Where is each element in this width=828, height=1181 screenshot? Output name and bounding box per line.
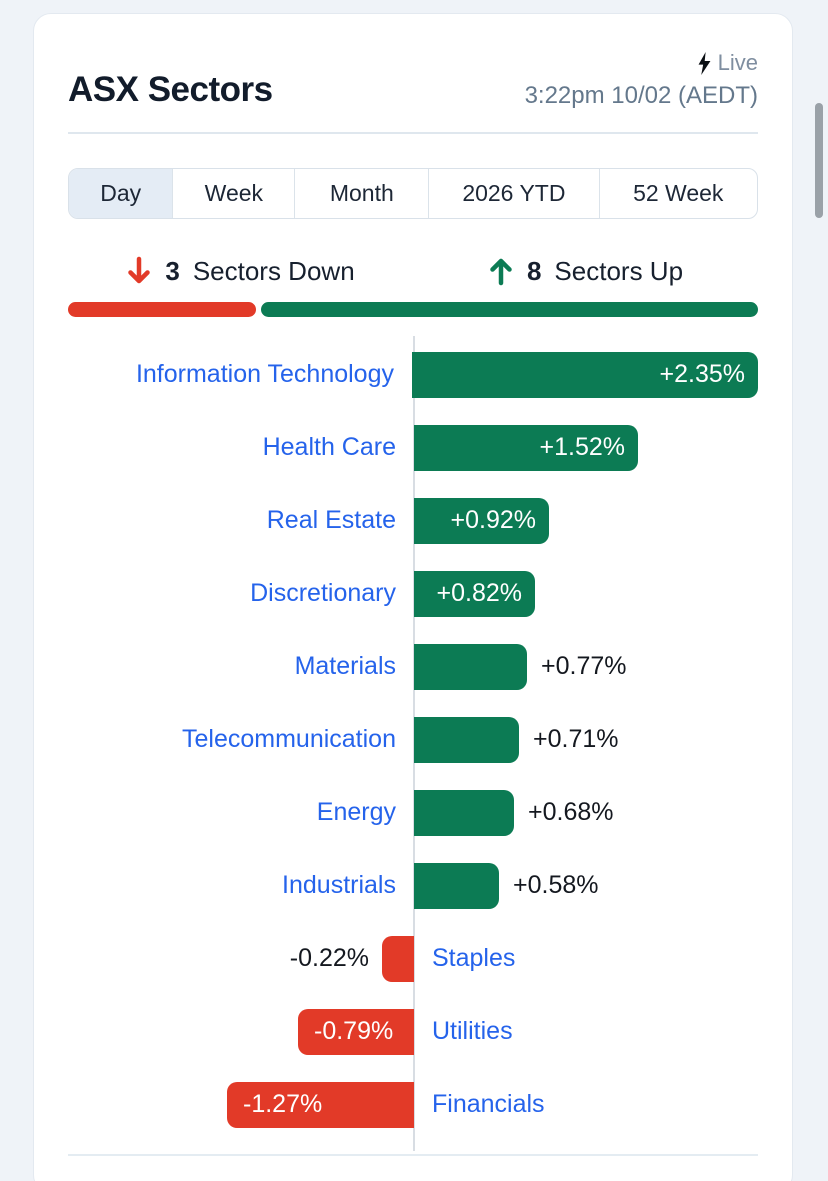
sector-bar-real-estate: +0.92%: [414, 497, 549, 544]
timestamp: 3:22pm 10/02 (AEDT): [524, 82, 758, 109]
chart-row: Health Care +1.52%: [68, 411, 758, 484]
sector-label-financials[interactable]: Financials: [432, 1090, 545, 1118]
tab-2026-ytd[interactable]: 2026 YTD: [428, 169, 598, 218]
sector-value-utilities: -0.79%: [314, 1017, 394, 1045]
up-ratio-segment: [261, 302, 758, 317]
period-tabs: Day Week Month 2026 YTD 52 Week: [68, 168, 758, 219]
down-count: 3: [165, 255, 180, 286]
sector-value-health-care: +1.52%: [539, 433, 626, 461]
sector-label-health-care[interactable]: Health Care: [262, 433, 396, 461]
sector-bar-energy: [414, 789, 514, 836]
header-divider: [68, 132, 758, 134]
sector-bar-health-care: +1.52%: [414, 424, 638, 471]
live-label: Live: [717, 50, 758, 75]
chart-row: Real Estate +0.92%: [68, 484, 758, 557]
tab-52-week[interactable]: 52 Week: [598, 169, 757, 218]
sector-label-industrials[interactable]: Industrials: [282, 871, 396, 899]
sector-label-discretionary[interactable]: Discretionary: [250, 579, 396, 607]
sector-bar-discretionary: +0.82%: [414, 570, 535, 617]
sector-value-information-technology: +2.35%: [659, 360, 746, 388]
up-label: Sectors Up: [554, 255, 684, 286]
sector-bar-telecommunication: [414, 716, 519, 763]
sector-bar-industrials: [414, 862, 499, 909]
down-up-ratio-bar: [68, 302, 758, 317]
chart-row: -0.79% Utilities: [68, 995, 758, 1068]
card-header: ASX Sectors Live 3:22pm 10/02 (AEDT): [68, 50, 758, 110]
up-arrow-icon: [490, 258, 512, 286]
sector-value-staples: -0.22%: [289, 944, 369, 972]
live-status-block: Live 3:22pm 10/02 (AEDT): [525, 50, 758, 110]
sector-value-materials: +0.77%: [541, 652, 627, 680]
down-ratio-segment: [68, 302, 257, 317]
sector-label-energy[interactable]: Energy: [316, 798, 396, 826]
tab-month[interactable]: Month: [294, 169, 428, 218]
sector-label-materials[interactable]: Materials: [294, 652, 396, 680]
sector-bar-information-technology: +2.35%: [412, 351, 758, 398]
up-count: 8: [526, 255, 542, 286]
sector-label-real-estate[interactable]: Real Estate: [266, 506, 396, 534]
scrollbar-thumb[interactable]: [815, 103, 823, 218]
sector-bar-staples: [382, 935, 414, 982]
sector-label-telecommunication[interactable]: Telecommunication: [182, 725, 396, 753]
sector-bar-materials: [414, 643, 527, 690]
sector-label-information-technology[interactable]: Information Technology: [135, 360, 394, 388]
sector-value-financials: -1.27%: [243, 1090, 323, 1118]
sector-value-real-estate: +0.92%: [450, 506, 537, 534]
chart-row: -0.22% Staples: [68, 922, 758, 995]
sector-value-energy: +0.68%: [528, 798, 614, 826]
chart-row: Telecommunication +0.71%: [68, 703, 758, 776]
sector-bar-chart: Information Technology +2.35% Health Car…: [68, 336, 758, 1151]
bottom-divider: [68, 1154, 758, 1156]
tab-day[interactable]: Day: [69, 169, 173, 218]
sector-bar-financials: -1.27%: [227, 1081, 414, 1128]
sectors-up-summary: 8 Sectors Up: [413, 249, 758, 293]
chart-row: Energy +0.68%: [68, 776, 758, 849]
sector-bar-utilities: -0.79%: [298, 1008, 414, 1055]
lightning-icon: [698, 51, 711, 75]
chart-row: Discretionary +0.82%: [68, 557, 758, 630]
chart-row: Information Technology +2.35%: [68, 338, 758, 411]
sector-label-staples[interactable]: Staples: [432, 944, 516, 972]
sectors-down-summary: 3 Sectors Down: [68, 249, 413, 293]
sector-label-utilities[interactable]: Utilities: [432, 1017, 513, 1045]
tab-week[interactable]: Week: [172, 169, 294, 218]
chart-row: -1.27% Financials: [68, 1068, 758, 1141]
sectors-summary: 3 Sectors Down 8 Sectors Up: [68, 249, 758, 293]
chart-row: Materials +0.77%: [68, 630, 758, 703]
sector-value-discretionary: +0.82%: [436, 579, 523, 607]
sector-value-telecommunication: +0.71%: [533, 725, 619, 753]
asx-sectors-card: ASX Sectors Live 3:22pm 10/02 (AEDT) Day…: [33, 13, 793, 1181]
down-arrow-icon: [128, 256, 151, 284]
page-title: ASX Sectors: [68, 70, 273, 109]
chart-row: Industrials +0.58%: [68, 849, 758, 922]
down-label: Sectors Down: [192, 255, 355, 286]
sector-value-industrials: +0.58%: [513, 871, 599, 899]
